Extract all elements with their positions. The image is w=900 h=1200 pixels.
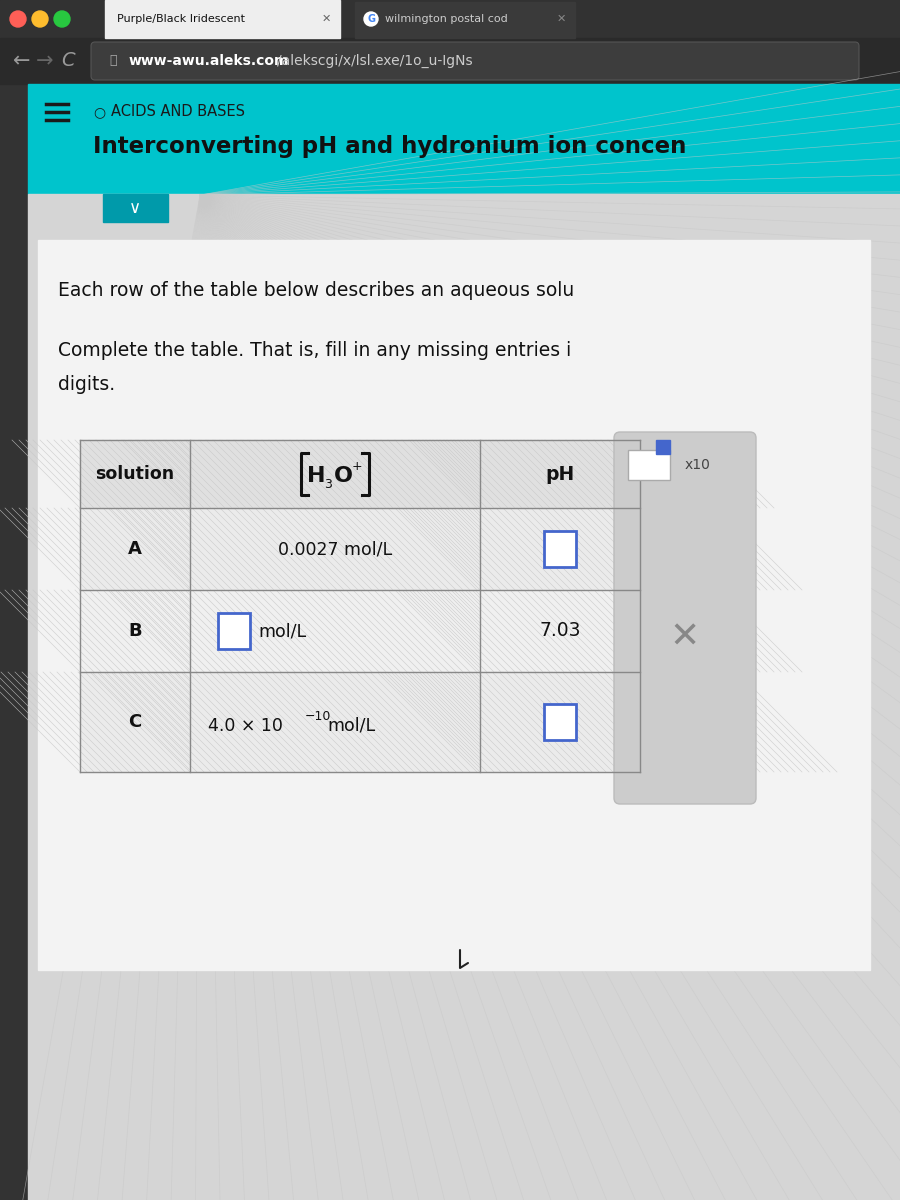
Bar [544,704,576,740]
Bar [80,672,190,772]
Bar [28,84,900,194]
Bar [0,38,900,84]
Bar [190,672,480,772]
Circle shape [32,11,48,26]
Text: 🔒: 🔒 [109,54,117,67]
Bar [105,0,340,38]
Bar [0,0,900,38]
Text: ✕: ✕ [321,14,330,24]
Text: −10: −10 [305,709,331,722]
Text: 4.0 × 10: 4.0 × 10 [208,716,283,734]
Text: solution: solution [95,464,175,482]
Text: /alekscgi/x/lsl.exe/1o_u-IgNs: /alekscgi/x/lsl.exe/1o_u-IgNs [277,54,472,68]
Text: ○: ○ [93,104,105,119]
Bar [190,440,480,508]
Bar [480,508,640,590]
Bar [355,2,575,38]
Bar [190,590,480,672]
Text: →: → [36,50,54,71]
Text: mol/L: mol/L [327,716,375,734]
FancyBboxPatch shape [614,432,756,804]
Bar [190,508,480,590]
Bar [628,450,670,480]
Text: Each row of the table below describes an aqueous solu: Each row of the table below describes an… [58,281,574,300]
Text: 7.03: 7.03 [539,622,580,641]
Text: C: C [61,52,75,71]
Circle shape [10,11,26,26]
Text: ACIDS AND BASES: ACIDS AND BASES [111,104,245,120]
Circle shape [364,12,378,26]
Text: 3: 3 [324,478,332,491]
Bar [103,194,168,222]
Text: wilmington postal cod: wilmington postal cod [385,14,508,24]
Bar [218,613,250,649]
Bar [80,508,190,590]
Text: +: + [352,460,363,473]
Bar [0,84,28,1200]
Bar [38,240,870,970]
Bar [80,590,190,672]
Bar [28,194,900,1200]
Text: A: A [128,540,142,558]
Text: B: B [128,622,142,640]
Text: 0.0027 mol/L: 0.0027 mol/L [278,540,392,558]
Bar [544,530,576,566]
Text: O: O [334,466,353,486]
Text: ✕: ✕ [670,622,700,655]
Text: Interconverting pH and hydronium ion concen: Interconverting pH and hydronium ion con… [93,134,687,157]
Bar [656,440,670,454]
Bar [480,672,640,772]
FancyBboxPatch shape [91,42,859,80]
Text: Purple/Black Iridescent: Purple/Black Iridescent [117,14,245,24]
Text: digits.: digits. [58,376,115,395]
Text: x10: x10 [685,458,711,472]
Text: G: G [367,14,375,24]
Text: mol/L: mol/L [258,622,306,640]
Bar [480,440,640,508]
Text: www-awu.aleks.com: www-awu.aleks.com [129,54,290,68]
Text: C: C [129,713,141,731]
Text: pH: pH [545,464,574,484]
Circle shape [54,11,70,26]
Text: ✕: ✕ [556,14,566,24]
Text: Complete the table. That is, fill in any missing entries i: Complete the table. That is, fill in any… [58,341,572,360]
Text: H: H [307,466,325,486]
Text: ←: ← [14,50,31,71]
Bar [80,440,190,508]
Bar [480,590,640,672]
Text: ∨: ∨ [129,199,141,217]
